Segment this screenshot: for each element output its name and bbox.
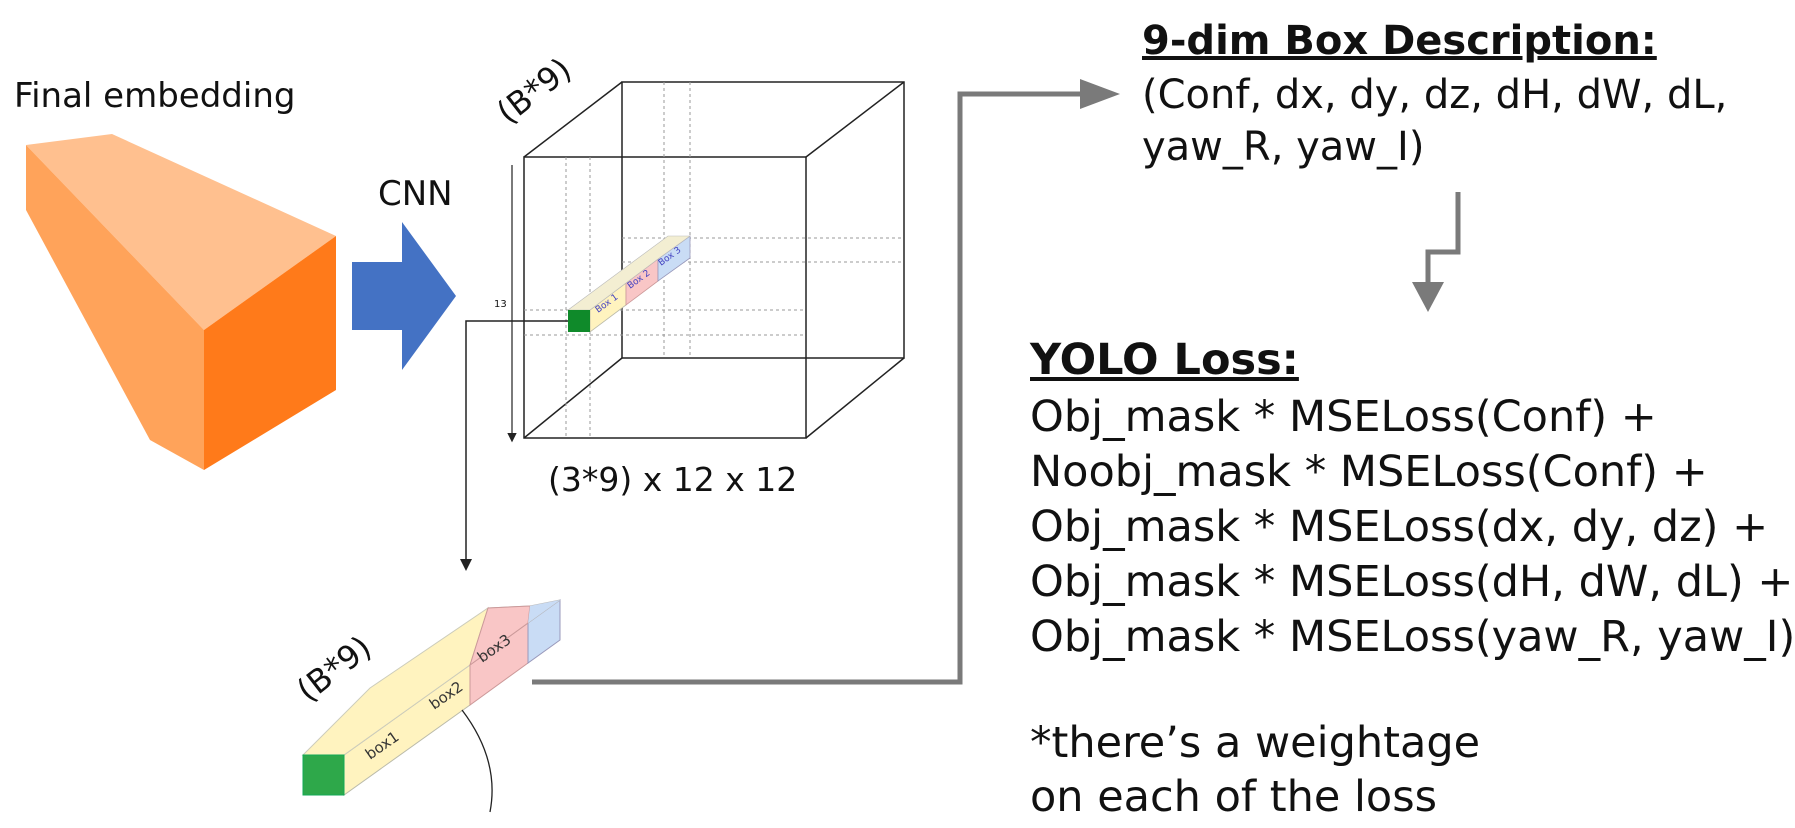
cube-selected-cell	[568, 310, 590, 332]
cube-back-face	[621, 81, 905, 359]
description-to-loss-connector	[1425, 192, 1461, 282]
cnn-label: CNN	[378, 174, 453, 214]
strip-green-cell	[302, 754, 345, 796]
embedding-side-face	[26, 145, 204, 470]
strip-to-description-connector	[532, 91, 1080, 685]
embedding-front-face	[204, 236, 336, 470]
final-embedding-label: Final embedding	[14, 76, 296, 116]
cube-depth-label: (B*9)	[490, 50, 579, 131]
embedding-top-face	[26, 134, 336, 330]
strip-bracket-curve	[461, 709, 493, 813]
yolo-loss-line: Obj_mask * MSELoss(Conf) +	[1030, 392, 1657, 442]
box-description-title: 9-dim Box Description:	[1142, 18, 1657, 64]
output-dims-label: (3*9) x 12 x 12	[548, 460, 798, 499]
cell-to-strip-connector	[460, 320, 568, 571]
weightage-note-line: on each of the loss	[1030, 772, 1438, 822]
cube-front-face	[523, 156, 807, 439]
description-arrowhead	[1080, 79, 1120, 109]
yolo-loss-title: YOLO Loss:	[1030, 335, 1299, 385]
yolo-loss-line: Obj_mask * MSELoss(yaw_R, yaw_I)	[1030, 612, 1795, 662]
yolo-loss-line: Obj_mask * MSELoss(dx, dy, dz) +	[1030, 502, 1769, 552]
cube-box-strip	[567, 235, 691, 333]
box-description-line: yaw_R, yaw_I)	[1142, 124, 1425, 170]
loss-arrowhead	[1412, 282, 1444, 312]
large-box-strip	[301, 599, 561, 796]
cube-grid-lines	[524, 82, 904, 438]
output-cube	[523, 81, 905, 439]
box-description-line: (Conf, dx, dy, dz, dH, dW, dL,	[1142, 72, 1728, 118]
final-embedding-prism	[26, 134, 336, 470]
yolo-loss-line: Obj_mask * MSELoss(dH, dW, dL) +	[1030, 557, 1794, 607]
weightage-note-line: *there’s a weightage	[1030, 718, 1481, 768]
yolo-loss-line: Noobj_mask * MSELoss(Conf) +	[1030, 447, 1708, 497]
cnn-arrow	[352, 222, 456, 370]
cube-height-tick-label: 13	[494, 299, 507, 310]
